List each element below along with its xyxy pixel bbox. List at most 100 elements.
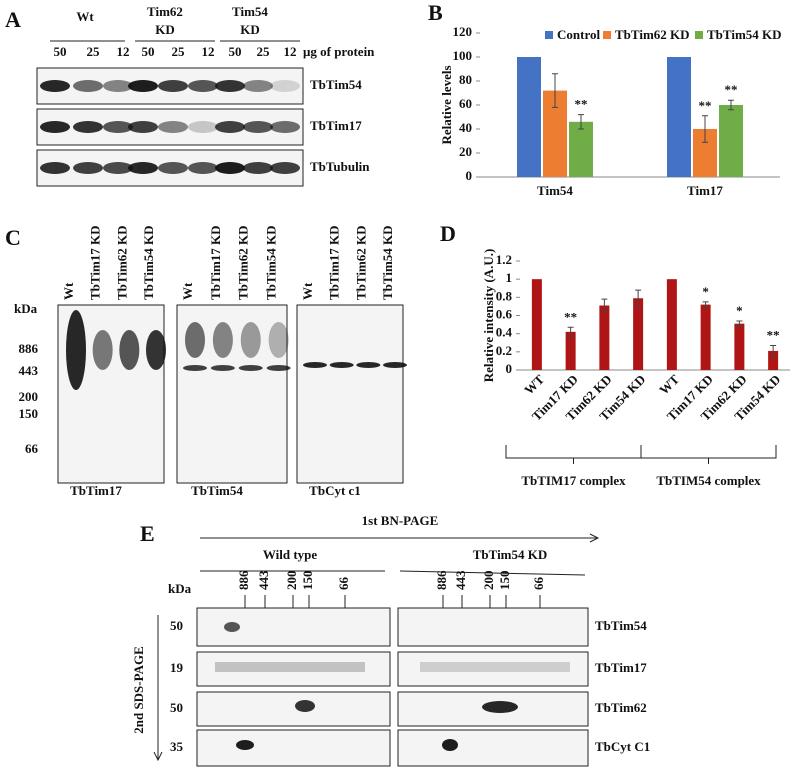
band <box>215 162 245 174</box>
blot-label: TbTim17 <box>310 118 362 133</box>
significance: * <box>702 284 709 299</box>
lane-label: TbTim17 KD <box>88 225 103 300</box>
marker-label: 443 <box>256 570 271 590</box>
lane-label: TbTim17 KD <box>208 225 223 300</box>
band <box>243 121 273 133</box>
y-tick-label: 100 <box>453 48 473 63</box>
blot <box>397 607 589 647</box>
lane-label: 50 <box>54 44 67 59</box>
condition-label: Wild type <box>263 547 318 562</box>
group-label: KD <box>240 22 260 37</box>
lane-label: 25 <box>172 44 186 59</box>
mw-label: 50 <box>170 618 183 633</box>
band <box>185 322 205 358</box>
error-bar <box>552 73 558 108</box>
legend-swatch <box>603 31 611 39</box>
significance: ** <box>575 97 588 112</box>
error-bar <box>702 301 709 308</box>
group-label: TbTIM54 complex <box>656 473 761 488</box>
y-tick-label: 0.8 <box>496 288 513 303</box>
lane-label: 50 <box>229 44 242 59</box>
blot <box>397 729 589 767</box>
band <box>40 121 70 133</box>
group-bracket <box>640 445 777 464</box>
lane-label: TbTim62 KD <box>114 225 129 300</box>
band <box>270 80 300 92</box>
legend-label: TbTim54 KD <box>707 27 782 42</box>
band <box>212 322 233 358</box>
kda-label: kDa <box>14 301 38 316</box>
band <box>243 162 273 174</box>
marker-label: 886 <box>19 341 39 356</box>
error-bar <box>702 115 708 143</box>
significance: ** <box>699 98 712 113</box>
x-tick-label: WT <box>656 371 682 397</box>
band <box>356 362 381 368</box>
blot-caption: TbTim17 <box>70 483 122 498</box>
protein-label: TbTim54 <box>595 618 647 633</box>
marker-label: 200 <box>284 571 299 591</box>
band <box>383 362 407 368</box>
y-axis-label: Relative intensity (A.U.) <box>481 249 496 383</box>
band <box>119 330 140 370</box>
panel-label: A <box>5 7 21 32</box>
kda-label: kDa <box>168 581 192 596</box>
band <box>92 330 113 370</box>
error-bar <box>736 320 743 327</box>
y-tick-label: 80 <box>459 72 472 87</box>
group-bracket <box>505 445 642 464</box>
x-tick-label: Tim17 <box>687 183 723 198</box>
band <box>240 322 261 358</box>
bar <box>768 350 779 370</box>
dimension-label: 2nd SDS-PAGE <box>131 646 146 734</box>
blot <box>196 651 391 687</box>
protein-label: TbTim62 <box>595 700 647 715</box>
lane-label: 12 <box>117 44 130 59</box>
blot-label: TbTubulin <box>310 159 370 174</box>
blot-caption: TbCyt c1 <box>309 483 361 498</box>
band <box>128 121 158 133</box>
band <box>266 365 291 371</box>
condition-label: TbTim54 KD <box>473 547 548 562</box>
band <box>146 330 166 370</box>
arrow <box>200 533 600 543</box>
group-label: TbTIM17 complex <box>521 473 626 488</box>
bar <box>667 57 691 177</box>
panel-label: D <box>440 221 456 246</box>
marker-label: 150 <box>300 571 315 591</box>
lane-label: 25 <box>257 44 271 59</box>
blot <box>296 304 404 484</box>
panel-label: E <box>140 521 155 546</box>
lane-label: TbTim54 KD <box>141 225 156 300</box>
band <box>482 701 518 713</box>
x-tick-label: Tim54 <box>537 183 573 198</box>
band <box>183 365 207 371</box>
y-tick-label: 120 <box>453 24 473 39</box>
band <box>270 121 300 133</box>
mw-label: 35 <box>170 739 184 754</box>
lane-label: 50 <box>142 44 155 59</box>
marker-label: 200 <box>19 389 39 404</box>
marker-label: 200 <box>481 571 496 591</box>
legend-label: Control <box>557 27 600 42</box>
y-tick-label: 20 <box>459 144 472 159</box>
band <box>270 162 300 174</box>
band <box>268 322 289 358</box>
band <box>73 121 103 133</box>
error-bar <box>567 326 574 337</box>
blot-caption: TbTim54 <box>191 483 243 498</box>
bar <box>517 57 541 177</box>
error-bar <box>601 298 608 313</box>
band <box>158 121 188 133</box>
band <box>215 121 245 133</box>
lane-label: 25 <box>87 44 101 59</box>
band <box>103 80 133 92</box>
marker-label: 66 <box>25 441 39 456</box>
significance: ** <box>564 309 577 324</box>
y-tick-label: 1 <box>506 270 513 285</box>
band <box>73 80 103 92</box>
band <box>40 80 70 92</box>
band <box>103 121 133 133</box>
marker-label: 66 <box>336 577 351 591</box>
